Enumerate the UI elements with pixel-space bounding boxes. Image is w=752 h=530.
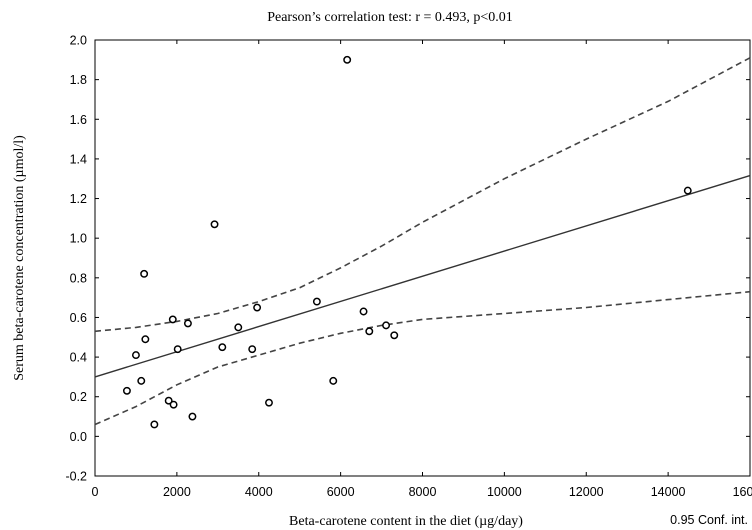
y-tick-label: 0.2 bbox=[70, 390, 87, 404]
data-point bbox=[131, 351, 140, 360]
data-point bbox=[382, 321, 391, 330]
regression-line bbox=[94, 174, 751, 378]
confidence-lower-line bbox=[94, 290, 751, 426]
data-point bbox=[141, 335, 150, 344]
data-point bbox=[150, 420, 159, 429]
data-point bbox=[173, 345, 182, 354]
y-tick-label: 1.4 bbox=[70, 152, 87, 166]
data-point bbox=[122, 386, 131, 395]
x-tick-label: 6000 bbox=[327, 485, 355, 499]
data-point bbox=[683, 186, 692, 195]
data-point bbox=[365, 327, 374, 336]
y-tick-label: -0.2 bbox=[65, 470, 87, 484]
confidence-upper-line bbox=[94, 57, 751, 333]
y-tick-label: 1.0 bbox=[70, 232, 87, 246]
legend-confidence-interval: 0.95 Conf. int. bbox=[670, 513, 748, 527]
y-axis: -0.2 0.0 0.2 0.4 0.6 0.8 1.0 1.2 1.4 1.6 1.8 2.0 bbox=[65, 34, 750, 484]
y-tick-label: 0.4 bbox=[70, 351, 87, 365]
x-tick-label: 4000 bbox=[245, 485, 273, 499]
data-point bbox=[188, 412, 197, 421]
y-tick-label: 2.0 bbox=[70, 34, 87, 48]
chart-title: Pearson’s correlation test: r = 0.493, p… bbox=[267, 10, 513, 25]
data-point bbox=[359, 307, 368, 316]
y-tick-label: 0.0 bbox=[70, 430, 87, 444]
data-point bbox=[137, 376, 146, 385]
regression-line-group bbox=[94, 174, 751, 378]
x-tick-label: 14000 bbox=[651, 485, 686, 499]
data-point bbox=[169, 400, 178, 409]
y-tick-label: 1.8 bbox=[70, 73, 87, 87]
data-point bbox=[140, 269, 149, 278]
data-point bbox=[343, 55, 352, 64]
x-tick-label: 2000 bbox=[163, 485, 191, 499]
confidence-bands bbox=[94, 57, 751, 426]
data-points bbox=[122, 55, 692, 429]
data-point bbox=[329, 376, 338, 385]
data-point bbox=[210, 220, 219, 229]
x-axis-label: Beta-carotene content in the diet (µg/da… bbox=[289, 514, 523, 529]
x-tick-label: 12000 bbox=[569, 485, 604, 499]
y-tick-label: 1.6 bbox=[70, 113, 87, 127]
y-tick-label: 1.2 bbox=[70, 192, 87, 206]
y-axis-label: Serum beta-carotene concentration (µmol/… bbox=[12, 135, 27, 381]
y-tick-label: 0.6 bbox=[70, 311, 87, 325]
x-tick-label: 16000 bbox=[733, 485, 752, 499]
data-point bbox=[183, 319, 192, 328]
x-tick-label: 10000 bbox=[487, 485, 522, 499]
data-point bbox=[253, 303, 262, 312]
data-point bbox=[248, 345, 257, 354]
x-tick-label: 8000 bbox=[409, 485, 437, 499]
plot-area bbox=[94, 39, 751, 477]
x-tick-label: 0 bbox=[92, 485, 99, 499]
y-tick-label: 0.8 bbox=[70, 271, 87, 285]
data-point bbox=[312, 297, 321, 306]
data-point bbox=[265, 398, 273, 407]
data-point bbox=[168, 315, 177, 324]
x-axis: 0 2000 4000 6000 8000 10000 12000 14000 16000 bbox=[92, 40, 752, 499]
data-point bbox=[390, 331, 399, 340]
data-point bbox=[164, 396, 173, 405]
data-point bbox=[234, 323, 243, 332]
data-point bbox=[218, 343, 227, 352]
